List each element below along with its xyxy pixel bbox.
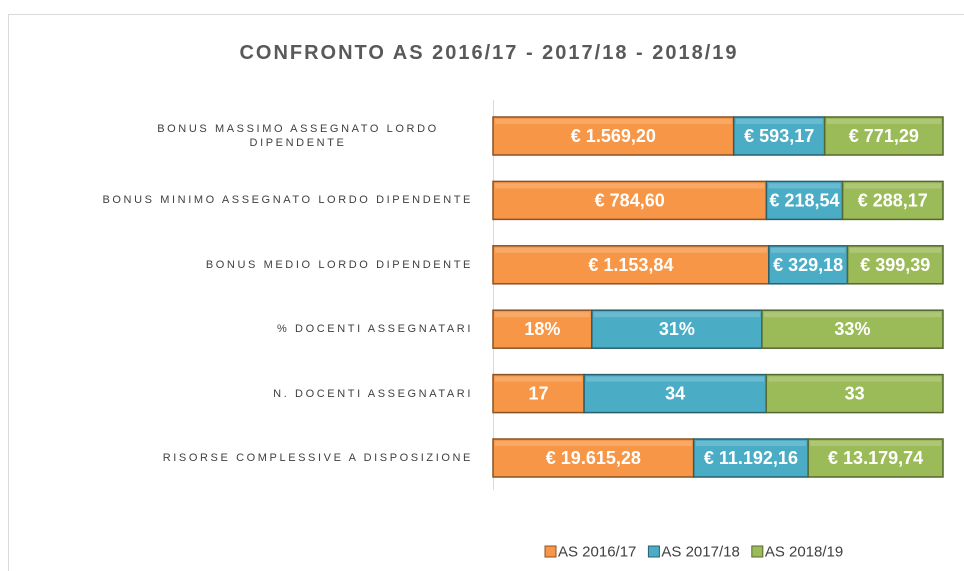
value-label: € 329,18 <box>773 255 843 275</box>
category-label-box: RISORSE COMPLESSIVE A DISPOSIZIONE <box>163 438 473 478</box>
category-label: RISORSE COMPLESSIVE A DISPOSIZIONE <box>162 452 473 464</box>
value-label: € 19.615,28 <box>546 448 641 468</box>
bar-segment <box>492 180 768 221</box>
bar-highlight <box>495 119 732 124</box>
bar-segment <box>765 180 844 221</box>
legend-label: AS 2018/19 <box>765 544 843 561</box>
bar-highlight <box>495 376 583 382</box>
bar-highlight <box>849 247 941 253</box>
value-label: € 399,39 <box>860 255 930 275</box>
category-label: N. DOCENTI ASSEGNATARI <box>273 387 473 400</box>
category-label: BONUS MEDIO LORDO DIPENDENTE <box>205 258 473 271</box>
value-label: € 11.192,16 <box>704 448 798 468</box>
value-label: 17 <box>529 384 549 404</box>
bar-segment <box>765 373 944 414</box>
value-label: € 288,17 <box>858 190 928 210</box>
bar-segment <box>591 309 763 349</box>
bar-highlight <box>810 441 941 446</box>
value-label: 33% <box>834 319 870 339</box>
bar-highlight <box>735 119 823 124</box>
bar-highlight <box>826 119 941 124</box>
category-label-box: BONUS MEDIO LORDO DIPENDENTE <box>206 245 473 285</box>
category-label-box: % DOCENTI ASSEGNATARI <box>277 309 473 349</box>
legend-label: AS 2016/17 <box>558 544 636 561</box>
bar-highlight <box>770 247 846 253</box>
value-label: 18% <box>524 319 560 339</box>
value-label: 31% <box>659 319 695 339</box>
value-label: € 593,17 <box>744 126 814 146</box>
bar-segment <box>492 373 585 414</box>
category-label: % DOCENTI ASSEGNATARI <box>277 323 473 336</box>
bar-highlight <box>586 376 765 382</box>
bar-segment <box>846 245 944 285</box>
bar-highlight <box>695 441 807 446</box>
bar-highlight <box>495 312 590 318</box>
bar-segment <box>841 180 944 221</box>
value-label: € 13.179,74 <box>828 448 923 468</box>
value-label: € 784,60 <box>595 190 665 210</box>
bar-highlight <box>768 183 841 189</box>
bar-segment <box>732 116 826 156</box>
bar-segment <box>807 438 944 478</box>
value-label: € 1.569,20 <box>571 126 656 146</box>
bar-highlight <box>495 247 767 253</box>
category-label-box: N. DOCENTI ASSEGNATARI <box>273 374 473 414</box>
bar-segment <box>583 373 767 414</box>
bar-highlight <box>495 441 692 446</box>
legend-label: AS 2017/18 <box>661 544 739 561</box>
bar-highlight <box>768 376 941 382</box>
bar-highlight <box>763 312 941 318</box>
category-label: BONUS MINIMO ASSEGNATO LORDO DIPENDENTE <box>102 194 473 207</box>
bar-segment <box>823 116 944 156</box>
category-label-box: BONUS MINIMO ASSEGNATO LORDO DIPENDENTE <box>102 180 473 220</box>
legend-swatch <box>751 545 764 558</box>
bar-segment <box>492 438 695 478</box>
bar-segment <box>492 116 735 156</box>
bar-segment <box>768 245 849 285</box>
bar-segment <box>492 309 593 349</box>
bar-highlight <box>495 183 765 189</box>
category-label-box: BONUS MASSIMO ASSEGNATO LORDO DIPENDENTE <box>123 116 473 156</box>
bar-highlight <box>844 183 941 189</box>
value-label: 33 <box>845 384 865 404</box>
category-label: BONUS MASSIMO ASSEGNATO LORDO DIPENDENTE <box>157 123 439 149</box>
chart-title: CONFRONTO AS 2016/17 - 2017/18 - 2018/19 <box>239 42 738 64</box>
legend-swatch <box>647 545 660 558</box>
value-label: € 771,29 <box>849 126 919 146</box>
bar-segment <box>692 438 809 478</box>
value-label: 34 <box>665 384 685 404</box>
value-label: € 218,54 <box>769 190 839 210</box>
legend-swatch <box>544 545 557 558</box>
bar-segment <box>761 309 944 349</box>
value-label: € 1.153,84 <box>588 255 673 275</box>
bar-highlight <box>593 312 760 318</box>
